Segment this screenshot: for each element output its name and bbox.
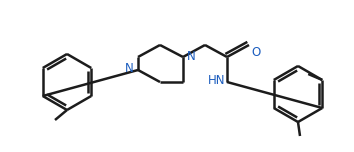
Text: N: N xyxy=(125,62,134,76)
Text: N: N xyxy=(187,50,196,62)
Text: O: O xyxy=(251,46,260,59)
Text: HN: HN xyxy=(207,74,225,88)
